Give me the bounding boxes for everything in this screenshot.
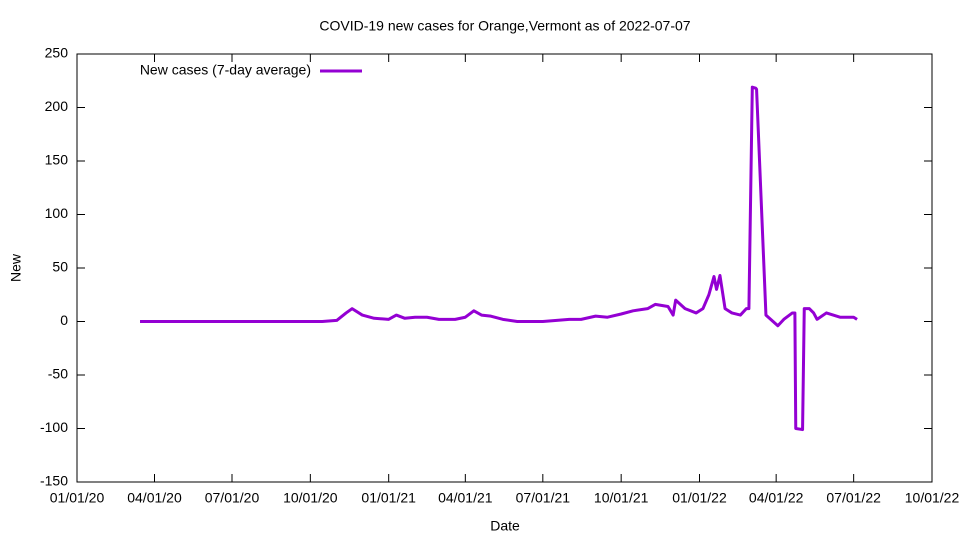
x-tick-label: 10/01/21 — [594, 490, 649, 506]
y-axis-label: New — [8, 253, 24, 282]
x-tick-label: 10/01/22 — [905, 490, 960, 506]
data-line — [140, 85, 858, 432]
chart-title: COVID-19 new cases for Orange,Vermont as… — [319, 18, 690, 34]
x-tick-label: 01/01/20 — [50, 490, 105, 506]
x-axis-label: Date — [490, 518, 520, 534]
x-tick-label: 01/01/21 — [361, 490, 416, 506]
x-tick-label: 07/01/22 — [826, 490, 881, 506]
x-tick-label: 04/01/20 — [127, 490, 182, 506]
y-tick-label: 50 — [52, 259, 68, 275]
x-tick-label: 04/01/21 — [438, 490, 493, 506]
y-tick-label: 200 — [45, 98, 69, 114]
y-tick-label: 100 — [45, 205, 69, 221]
y-tick-label: -100 — [40, 419, 68, 435]
x-tick-label: 07/01/20 — [205, 490, 260, 506]
y-tick-label: 250 — [45, 45, 69, 61]
y-tick-label: 150 — [45, 152, 69, 168]
legend-label: New cases (7-day average) — [140, 62, 311, 78]
x-tick-label: 10/01/20 — [283, 490, 338, 506]
x-tick-label: 01/01/22 — [672, 490, 727, 506]
y-tick-label: 0 — [60, 312, 68, 328]
x-tick-label: 04/01/22 — [749, 490, 804, 506]
y-tick-label: -150 — [40, 473, 68, 489]
y-tick-label: -50 — [48, 366, 68, 382]
x-tick-label: 07/01/21 — [516, 490, 571, 506]
